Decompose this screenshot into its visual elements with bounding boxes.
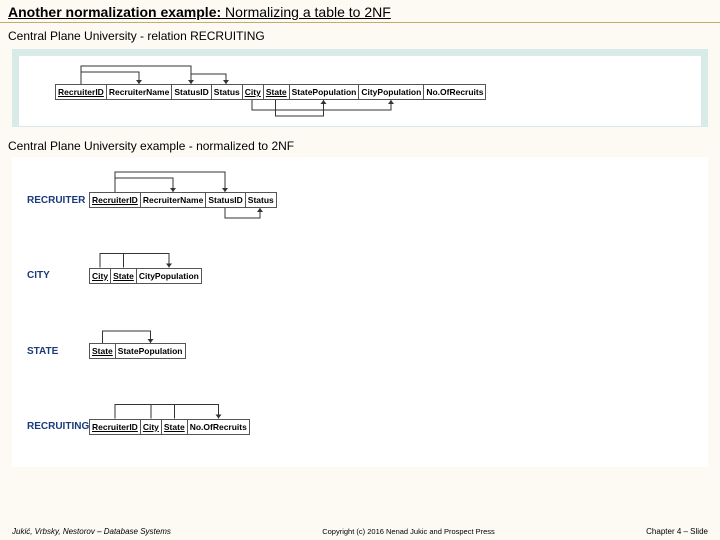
footer-center: Copyright (c) 2016 Nenad Jukic and Prosp…	[322, 527, 495, 536]
relation-label: RECRUITING	[25, 421, 89, 432]
attr-box: City	[242, 84, 264, 100]
attr-box: State	[89, 343, 116, 359]
attr-box: StatePopulation	[115, 343, 186, 359]
attr-box: Status	[211, 84, 243, 100]
attr-box: State	[263, 84, 290, 100]
attr-box: RecruiterName	[106, 84, 172, 100]
footer-left: Jukić, Vrbsky, Nestorov – Database Syste…	[12, 527, 171, 536]
slide-title: Another normalization example: Normalizi…	[0, 0, 720, 23]
attr-box: State	[110, 268, 137, 284]
attr-box: No.OfRecruits	[187, 419, 250, 435]
relation-label: CITY	[25, 270, 89, 281]
subtitle-1: Central Plane University - relation RECR…	[0, 23, 720, 47]
diagram-panel-2: RECRUITERRecruiterIDRecruiterNameStatusI…	[12, 157, 708, 467]
attr-box: StatusID	[171, 84, 211, 100]
relation-row: RECRUITERRecruiterIDRecruiterNameStatusI…	[25, 192, 276, 208]
attr-box: CityPopulation	[358, 84, 424, 100]
title-bold: Another normalization example:	[8, 4, 221, 20]
relation-label: STATE	[25, 346, 89, 357]
diagram-panel-1: RecruiterIDRecruiterNameStatusIDStatusCi…	[12, 49, 708, 127]
title-rest: Normalizing a table to 2NF	[221, 4, 391, 20]
relation-row: CITYCityStateCityPopulation	[25, 268, 201, 284]
attr-box: RecruiterName	[140, 192, 206, 208]
attr-box: RecruiterID	[55, 84, 107, 100]
attr-box: City	[89, 268, 111, 284]
attr-box: StatePopulation	[289, 84, 360, 100]
attr-box: State	[161, 419, 188, 435]
slide-footer: Jukić, Vrbsky, Nestorov – Database Syste…	[0, 527, 720, 536]
footer-right: Chapter 4 – Slide	[646, 527, 708, 536]
attr-box: RecruiterID	[89, 192, 141, 208]
relation-row: STATEStateStatePopulation	[25, 343, 185, 359]
attr-box: City	[140, 419, 162, 435]
subtitle-2: Central Plane University example - norma…	[0, 133, 720, 157]
relation-row: RECRUITINGRecruiterIDCityStateNo.OfRecru…	[25, 419, 249, 435]
attr-box: StatusID	[205, 192, 245, 208]
attr-box: No.OfRecruits	[423, 84, 486, 100]
attr-box: CityPopulation	[136, 268, 202, 284]
relation-label: RECRUITER	[25, 195, 89, 206]
attr-box: RecruiterID	[89, 419, 141, 435]
attr-box: Status	[245, 192, 277, 208]
